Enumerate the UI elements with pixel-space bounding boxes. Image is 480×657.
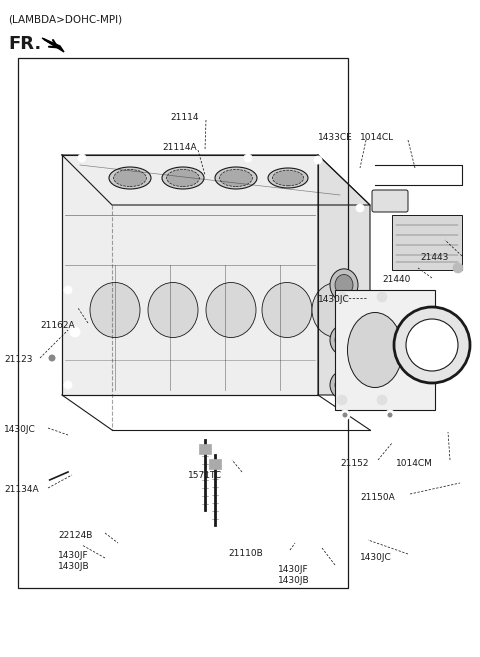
Text: 1014CL: 1014CL [360, 133, 394, 143]
Ellipse shape [167, 170, 199, 187]
Circle shape [377, 395, 387, 405]
Text: 21440: 21440 [382, 275, 410, 284]
Text: 1014CM: 1014CM [396, 459, 433, 468]
Text: 21134A: 21134A [4, 486, 38, 495]
Circle shape [314, 156, 322, 164]
Text: 1571TC: 1571TC [188, 470, 222, 480]
Circle shape [453, 263, 463, 273]
Circle shape [377, 292, 387, 302]
Ellipse shape [330, 325, 358, 355]
Text: 21110B: 21110B [228, 549, 263, 558]
Text: (LAMBDA>DOHC-MPI): (LAMBDA>DOHC-MPI) [8, 14, 122, 24]
Ellipse shape [90, 283, 140, 338]
Ellipse shape [162, 167, 204, 189]
Ellipse shape [148, 283, 198, 338]
Circle shape [387, 413, 393, 417]
Polygon shape [62, 155, 370, 205]
Circle shape [340, 410, 350, 420]
Circle shape [337, 292, 347, 302]
Circle shape [78, 154, 86, 162]
Circle shape [70, 327, 80, 337]
Ellipse shape [262, 283, 312, 338]
Text: 21443: 21443 [420, 254, 448, 263]
Text: 21123: 21123 [4, 355, 33, 365]
Ellipse shape [268, 168, 308, 188]
Circle shape [41, 478, 49, 486]
Ellipse shape [330, 371, 358, 399]
Bar [18, 58, 348, 588]
Text: 21114A: 21114A [162, 143, 197, 152]
Circle shape [337, 395, 347, 405]
Ellipse shape [335, 275, 353, 296]
Bar [209, 459, 221, 469]
Text: 21152: 21152 [340, 459, 369, 468]
Ellipse shape [206, 283, 256, 338]
Ellipse shape [215, 167, 257, 189]
Ellipse shape [330, 269, 358, 301]
Circle shape [385, 410, 395, 420]
Text: 1433CE: 1433CE [318, 133, 353, 143]
FancyBboxPatch shape [372, 190, 408, 212]
Ellipse shape [114, 170, 146, 187]
Ellipse shape [312, 283, 362, 338]
Circle shape [64, 381, 72, 389]
Circle shape [343, 413, 348, 417]
Circle shape [64, 286, 72, 294]
Text: 1430JF
1430JB: 1430JF 1430JB [278, 565, 310, 585]
Circle shape [48, 355, 56, 361]
Polygon shape [392, 215, 462, 270]
Ellipse shape [272, 170, 304, 186]
Circle shape [406, 319, 458, 371]
Text: 1430JC: 1430JC [4, 426, 36, 434]
Text: 1430JC: 1430JC [360, 553, 392, 562]
Circle shape [46, 352, 58, 364]
Ellipse shape [348, 313, 403, 388]
Polygon shape [42, 38, 64, 52]
Polygon shape [318, 155, 370, 395]
Ellipse shape [335, 330, 353, 350]
Text: 1430JC: 1430JC [318, 296, 350, 304]
Circle shape [244, 154, 252, 162]
Ellipse shape [220, 170, 252, 187]
Bar [199, 444, 211, 454]
Circle shape [394, 307, 470, 383]
Text: 21150A: 21150A [360, 493, 395, 501]
Text: 22124B: 22124B [58, 530, 92, 539]
Ellipse shape [335, 376, 353, 394]
Circle shape [356, 204, 364, 212]
Text: 1430JF
1430JB: 1430JF 1430JB [58, 551, 90, 571]
Text: 21162A: 21162A [40, 321, 74, 330]
Ellipse shape [109, 167, 151, 189]
Text: 21114: 21114 [170, 114, 199, 122]
Polygon shape [62, 155, 318, 395]
Text: FR.: FR. [8, 35, 41, 53]
Bar [335, 290, 435, 410]
